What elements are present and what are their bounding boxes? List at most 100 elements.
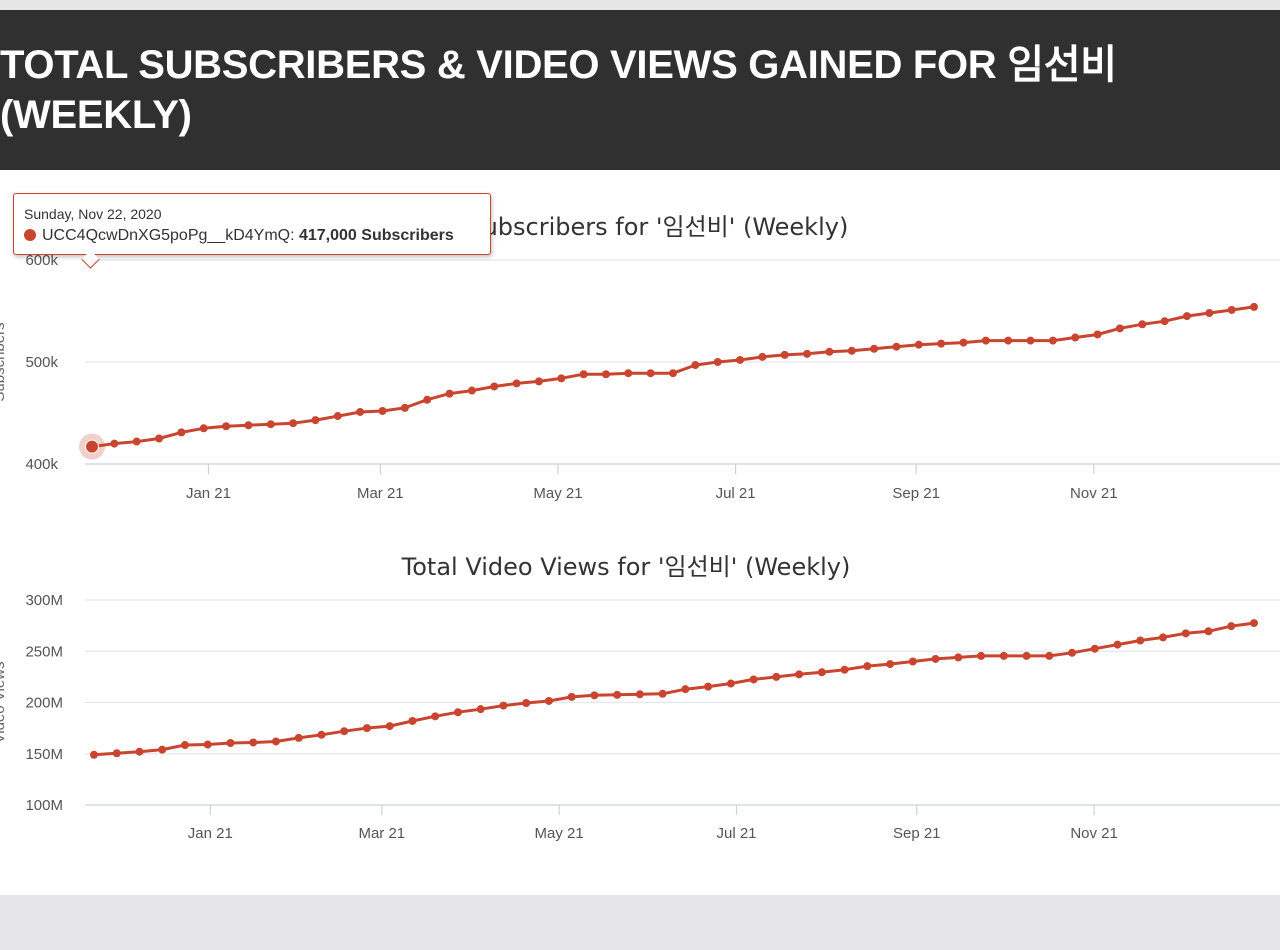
data-point[interactable] bbox=[669, 369, 677, 378]
data-point[interactable] bbox=[795, 670, 804, 679]
data-point[interactable] bbox=[544, 696, 553, 705]
data-point[interactable] bbox=[635, 690, 644, 699]
data-point[interactable] bbox=[1113, 640, 1122, 649]
data-point[interactable] bbox=[1048, 336, 1057, 345]
data-point[interactable] bbox=[378, 406, 387, 415]
data-point[interactable] bbox=[937, 339, 946, 348]
data-point[interactable] bbox=[467, 386, 476, 395]
data-point[interactable] bbox=[112, 749, 121, 758]
data-point[interactable] bbox=[333, 412, 342, 421]
data-point[interactable] bbox=[870, 344, 879, 353]
data-point[interactable] bbox=[999, 651, 1008, 660]
data-point[interactable] bbox=[203, 740, 212, 749]
data-point[interactable] bbox=[362, 724, 371, 733]
data-point[interactable] bbox=[271, 737, 280, 746]
data-point[interactable] bbox=[931, 654, 940, 663]
data-point[interactable] bbox=[1022, 651, 1031, 660]
data-point[interactable] bbox=[445, 389, 454, 398]
data-point[interactable] bbox=[289, 419, 298, 428]
data-point[interactable] bbox=[959, 338, 968, 347]
data-point[interactable] bbox=[476, 705, 485, 714]
data-point[interactable] bbox=[249, 738, 258, 747]
data-point[interactable] bbox=[490, 382, 499, 391]
data-point[interactable] bbox=[704, 682, 713, 691]
data-point[interactable] bbox=[1250, 619, 1258, 628]
data-point[interactable] bbox=[340, 727, 349, 736]
data-point[interactable] bbox=[90, 750, 98, 759]
data-point[interactable] bbox=[400, 403, 409, 412]
data-point[interactable] bbox=[886, 660, 895, 669]
data-point[interactable] bbox=[199, 424, 208, 433]
data-point[interactable] bbox=[981, 336, 990, 345]
data-point[interactable] bbox=[423, 395, 432, 404]
data-point[interactable] bbox=[840, 665, 849, 674]
data-point[interactable] bbox=[294, 733, 303, 742]
data-point[interactable] bbox=[863, 662, 872, 671]
data-point[interactable] bbox=[1160, 317, 1169, 326]
data-point[interactable] bbox=[817, 668, 826, 677]
data-point[interactable] bbox=[453, 708, 462, 717]
data-point[interactable] bbox=[601, 370, 610, 379]
data-point[interactable] bbox=[772, 672, 781, 681]
data-point[interactable] bbox=[691, 361, 700, 370]
data-point[interactable] bbox=[356, 407, 365, 416]
data-point[interactable] bbox=[954, 653, 963, 662]
data-point[interactable] bbox=[385, 722, 394, 731]
data-point[interactable] bbox=[557, 374, 566, 383]
data-point[interactable] bbox=[977, 651, 986, 660]
data-point[interactable] bbox=[726, 679, 735, 688]
data-point[interactable] bbox=[317, 730, 326, 739]
data-point[interactable] bbox=[244, 421, 253, 430]
data-point[interactable] bbox=[1090, 644, 1099, 653]
data-point[interactable] bbox=[579, 370, 588, 379]
data-point[interactable] bbox=[1071, 333, 1080, 342]
data-point[interactable] bbox=[522, 699, 531, 708]
data-point[interactable] bbox=[736, 355, 745, 364]
data-point[interactable] bbox=[266, 420, 275, 429]
data-point[interactable] bbox=[758, 352, 767, 361]
data-point[interactable] bbox=[158, 745, 167, 754]
data-point[interactable] bbox=[408, 716, 417, 725]
data-point[interactable] bbox=[713, 358, 722, 366]
data-point[interactable] bbox=[1250, 302, 1258, 311]
data-point[interactable] bbox=[226, 738, 235, 747]
data-point[interactable] bbox=[1004, 336, 1013, 345]
data-point[interactable] bbox=[431, 712, 440, 721]
data-point[interactable] bbox=[180, 741, 189, 750]
data-point[interactable] bbox=[534, 377, 543, 386]
data-point[interactable] bbox=[499, 701, 508, 710]
data-point[interactable] bbox=[613, 690, 622, 699]
data-point[interactable] bbox=[155, 434, 164, 443]
data-point[interactable] bbox=[567, 692, 576, 701]
data-point[interactable] bbox=[1115, 324, 1124, 333]
data-point[interactable] bbox=[1159, 633, 1168, 642]
data-point[interactable] bbox=[1205, 309, 1214, 318]
data-point[interactable] bbox=[847, 346, 856, 355]
data-point[interactable] bbox=[892, 342, 901, 351]
data-point[interactable] bbox=[908, 657, 917, 666]
data-point[interactable] bbox=[1138, 320, 1147, 329]
data-point[interactable] bbox=[1204, 627, 1213, 636]
data-point[interactable] bbox=[132, 437, 141, 446]
data-point[interactable] bbox=[825, 347, 834, 356]
data-point[interactable] bbox=[177, 428, 186, 437]
data-point[interactable] bbox=[803, 349, 812, 358]
data-point[interactable] bbox=[512, 379, 521, 388]
data-point[interactable] bbox=[135, 747, 144, 756]
data-point[interactable] bbox=[1068, 648, 1077, 657]
data-point[interactable] bbox=[681, 685, 690, 694]
data-point[interactable] bbox=[222, 422, 231, 431]
data-point[interactable] bbox=[311, 416, 320, 425]
data-point[interactable] bbox=[658, 689, 667, 698]
data-point[interactable] bbox=[624, 369, 633, 378]
data-point[interactable] bbox=[1026, 336, 1035, 345]
data-point[interactable] bbox=[1227, 305, 1236, 314]
data-point[interactable] bbox=[1136, 636, 1145, 645]
data-point[interactable] bbox=[1182, 312, 1191, 321]
data-point[interactable] bbox=[914, 340, 923, 349]
data-point[interactable] bbox=[1227, 622, 1236, 631]
data-point[interactable] bbox=[780, 350, 789, 359]
data-point[interactable] bbox=[590, 691, 599, 700]
data-point[interactable] bbox=[646, 369, 655, 378]
data-point[interactable] bbox=[749, 675, 758, 684]
